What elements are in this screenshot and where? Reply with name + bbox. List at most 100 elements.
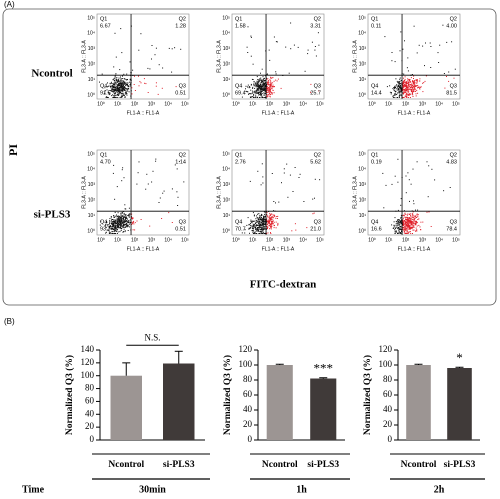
dot bbox=[114, 216, 116, 218]
dot bbox=[118, 223, 120, 225]
dot bbox=[413, 86, 415, 88]
dot bbox=[162, 192, 164, 194]
dot bbox=[123, 222, 125, 224]
x-tick-label: 10² bbox=[402, 101, 410, 107]
dot bbox=[146, 173, 148, 175]
dot bbox=[409, 228, 411, 229]
dot bbox=[410, 220, 412, 222]
dot bbox=[403, 224, 405, 226]
dot bbox=[124, 96, 126, 98]
dot bbox=[123, 212, 125, 214]
dot bbox=[247, 86, 248, 88]
dot bbox=[413, 86, 414, 88]
y-tick-label: 10⁵ bbox=[358, 15, 366, 21]
dot bbox=[250, 35, 252, 37]
dot bbox=[258, 221, 260, 222]
dot bbox=[144, 82, 146, 84]
dot bbox=[422, 82, 424, 84]
dot bbox=[120, 79, 122, 81]
dot bbox=[151, 181, 153, 183]
dot bbox=[118, 91, 120, 93]
dot bbox=[390, 93, 392, 95]
y-tick-label: 10⁴ bbox=[87, 167, 95, 173]
dot bbox=[270, 220, 272, 222]
dot bbox=[384, 36, 386, 38]
dot bbox=[257, 221, 258, 223]
dot bbox=[256, 233, 257, 234]
dot bbox=[263, 89, 265, 91]
dot bbox=[407, 221, 409, 223]
y-tick-label: 120 bbox=[239, 344, 253, 354]
dot bbox=[261, 215, 262, 217]
dot bbox=[404, 78, 406, 80]
dot bbox=[251, 78, 253, 80]
dot bbox=[263, 223, 265, 224]
quadrant-name: Q3 bbox=[450, 83, 457, 89]
dot bbox=[131, 216, 132, 218]
dot bbox=[408, 86, 410, 88]
dot bbox=[407, 78, 409, 80]
dot bbox=[289, 174, 291, 176]
dot bbox=[120, 214, 122, 216]
bar bbox=[447, 368, 472, 440]
dot bbox=[121, 89, 123, 91]
dot bbox=[121, 211, 123, 213]
dot bbox=[261, 230, 263, 232]
dot bbox=[260, 84, 262, 86]
dot bbox=[425, 75, 427, 77]
dot bbox=[272, 77, 274, 79]
dot bbox=[407, 218, 409, 220]
dot bbox=[254, 225, 256, 227]
dot bbox=[257, 85, 259, 87]
dot bbox=[120, 76, 121, 78]
dot bbox=[428, 211, 430, 213]
dot bbox=[269, 88, 271, 90]
dot bbox=[404, 232, 406, 234]
dot bbox=[408, 220, 410, 222]
dot bbox=[116, 219, 118, 221]
y-tick-label: 10⁵ bbox=[222, 15, 230, 21]
dot bbox=[252, 79, 254, 80]
dot bbox=[416, 52, 418, 54]
dot bbox=[394, 97, 396, 98]
dot bbox=[249, 86, 251, 88]
dot bbox=[120, 82, 122, 84]
dot bbox=[145, 188, 147, 190]
dot bbox=[115, 87, 117, 89]
dot bbox=[393, 87, 395, 89]
dot bbox=[252, 86, 254, 88]
dot bbox=[151, 45, 153, 46]
dot bbox=[115, 219, 116, 221]
dot bbox=[274, 216, 276, 217]
dot bbox=[155, 160, 157, 162]
dot bbox=[253, 91, 255, 93]
dot bbox=[262, 85, 264, 87]
dot bbox=[257, 88, 259, 90]
dot bbox=[126, 89, 128, 91]
dot bbox=[256, 88, 258, 90]
dot bbox=[117, 218, 119, 220]
dot bbox=[119, 93, 121, 95]
dot bbox=[123, 87, 125, 89]
y-tick-label: 10¹ bbox=[359, 213, 367, 219]
dot bbox=[394, 86, 395, 88]
dot bbox=[149, 225, 151, 227]
category-label: Ncontrol bbox=[401, 460, 437, 470]
dot bbox=[119, 91, 121, 93]
quadrant-name: Q4 bbox=[371, 83, 378, 89]
dot bbox=[110, 225, 112, 227]
x-axis-title: FL1-A :: FL1-A bbox=[262, 246, 295, 252]
dot bbox=[403, 229, 405, 231]
dot bbox=[121, 79, 123, 81]
dot bbox=[269, 89, 271, 91]
dot bbox=[413, 90, 415, 92]
dot bbox=[417, 209, 419, 211]
dot bbox=[118, 89, 120, 91]
dot bbox=[122, 90, 124, 92]
dot bbox=[407, 172, 409, 174]
dot bbox=[408, 225, 409, 227]
dot bbox=[406, 93, 407, 95]
dot bbox=[139, 81, 141, 83]
dot bbox=[262, 81, 264, 83]
dot bbox=[268, 222, 270, 223]
